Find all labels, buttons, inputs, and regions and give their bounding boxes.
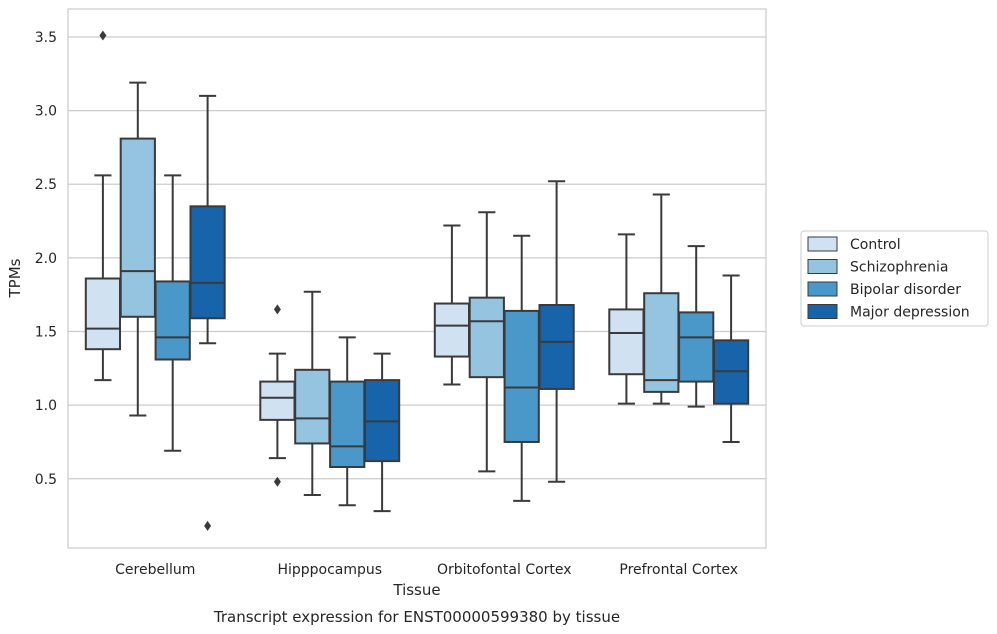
box-schizophrenia-orbitofontal-cortex [468, 211, 505, 473]
outlier-point [99, 30, 107, 41]
y-tick-label: 2.0 [35, 251, 57, 267]
x-tick-label: Prefrontal Cortex [619, 562, 738, 578]
box-body [329, 380, 366, 469]
legend-label: Major depression [850, 305, 970, 321]
legend-swatch [807, 236, 838, 252]
box-body [503, 309, 540, 443]
y-axis-label: TPMs [6, 258, 24, 298]
box-body [608, 308, 645, 376]
box-body [678, 311, 715, 383]
box-schizophrenia-cerebellum [119, 81, 156, 417]
box-major-depression-cerebellum [189, 94, 226, 531]
y-tick-label: 3.0 [35, 104, 57, 120]
box-body [259, 380, 296, 421]
box-control-cerebellum [84, 30, 122, 382]
box-body [119, 137, 156, 318]
legend-label: Control [850, 237, 901, 253]
y-tick-label: 3.5 [35, 30, 57, 46]
y-tick-label: 0.5 [35, 472, 57, 488]
x-axis-label: Tissue [392, 581, 440, 599]
box-major-depression-orbitofontal-cortex [538, 180, 575, 483]
x-tick-labels: Cerebellum Hipppocampus Orbitofontal Corte… [115, 562, 738, 578]
box-body [468, 296, 505, 379]
box-bipolar-disorder-orbitofontal-cortex [503, 234, 540, 502]
box-bipolar-disorder-cerebellum [154, 174, 191, 452]
box-body [433, 302, 471, 358]
legend-frame [800, 230, 989, 327]
y-tick-label: 1.5 [35, 325, 57, 341]
box-layer [84, 30, 750, 531]
figure-caption: Transcript expression for ENST0000059938… [213, 608, 620, 626]
outlier-point [273, 476, 281, 487]
y-tick-label: 2.5 [35, 177, 57, 193]
box-body [189, 205, 226, 320]
box-body [154, 280, 191, 361]
legend-label: Bipolar disorder [850, 282, 961, 298]
box-bipolar-disorder-prefrontal-cortex [678, 245, 715, 408]
box-body [643, 292, 680, 393]
box-control-hipppocampus [259, 304, 296, 487]
legend-swatch [807, 281, 838, 297]
box-body [84, 277, 122, 351]
box-body [538, 304, 575, 390]
legend-label: Schizophrenia [850, 260, 948, 276]
box-control-orbitofontal-cortex [433, 224, 471, 386]
box-body [294, 368, 331, 445]
y-tick-labels: 0.5 1.0 1.5 2.0 2.5 3.0 3.5 [35, 30, 57, 488]
box-major-depression-prefrontal-cortex [712, 274, 750, 443]
outlier-point [273, 304, 281, 315]
plot-frame [67, 8, 767, 549]
x-tick-label: Hipppocampus [277, 562, 382, 578]
outlier-point [204, 520, 212, 531]
x-tick-label: Cerebellum [115, 562, 195, 578]
box-schizophrenia-hipppocampus [294, 290, 331, 496]
box-bipolar-disorder-hipppocampus [329, 336, 366, 507]
box-control-prefrontal-cortex [608, 233, 645, 405]
y-tick-label: 1.0 [35, 398, 57, 414]
x-tick-label: Orbitofontal Cortex [437, 562, 572, 578]
box-schizophrenia-prefrontal-cortex [643, 193, 680, 405]
legend-swatch [807, 304, 838, 319]
legend: Control Schizophrenia Bipolar disorder Majo… [800, 230, 989, 327]
box-major-depression-hipppocampus [363, 352, 401, 513]
legend-swatch [807, 259, 838, 274]
